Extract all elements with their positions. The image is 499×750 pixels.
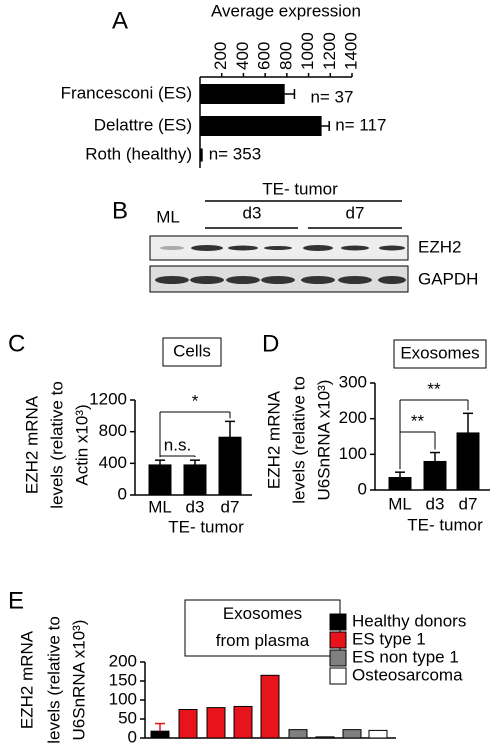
panel-label: A [112,7,128,34]
y-tick-label: 0 [358,479,367,498]
y-axis-label: Actin x10³) [72,404,91,485]
legend-label: ES non type 1 [352,647,459,666]
y-tick-label: 50 [118,708,137,727]
bar [423,460,447,491]
chart-title: Exosomes [223,604,302,623]
chart-title: Exosomes [400,343,479,362]
bar [183,464,207,496]
category-label: Roth (healthy) [85,144,192,163]
annotation: n= 117 [335,115,386,134]
y-axis-label: levels (relative to [44,616,63,744]
blot: B TE- tumor ML d3 d7 EZH2 GAPDH [112,179,478,293]
y-tick-label: 1200 [89,389,127,408]
y-tick-label: 400 [99,453,127,472]
bar [260,674,280,739]
y-tick-label: 100 [339,444,367,463]
bar [342,729,362,739]
bands [155,245,406,284]
protein-label: GAPDH [418,269,478,288]
bar [315,736,335,739]
panel-label: D [262,330,279,357]
category-label: Francesconi (ES) [61,83,192,102]
bar [150,730,170,739]
x-tick-label: 400 [233,42,252,70]
x-tick-label: 1400 [341,32,360,70]
x-tick-label: d3 [186,497,205,516]
bar [288,729,308,739]
legend-swatch [329,613,347,631]
x-axis-label: TE- tumor [407,515,483,534]
y-tick-label: 0 [128,727,137,746]
bar [178,709,198,739]
legend-label: Osteosarcoma [352,665,463,684]
lane-label: ML [156,207,180,226]
y-axis-label: levels (relative to [47,381,66,509]
x-tick-label: d7 [221,497,240,516]
y-axis-label: EZH2 mRNA [264,390,283,489]
x-tick-label: d3 [426,494,445,513]
chart-title: Cells [173,341,211,360]
y-axis-label: EZH2 mRNA [22,395,41,494]
bar [368,729,388,739]
x-tick-label: 600 [255,42,274,70]
category-label: Delattre (ES) [94,115,192,134]
chart-title: Average expression [211,1,361,20]
bar [233,705,253,739]
protein-label: EZH2 [418,237,461,256]
group-label: TE- tumor [262,179,338,198]
y-axis-label: EZH2 mRNA [17,630,36,729]
annotation: n= 37 [310,87,353,106]
y-tick-label: 150 [109,670,137,689]
y-tick-label: 200 [339,408,367,427]
y-tick-label: 300 [339,372,367,391]
legend-label: ES type 1 [352,629,426,648]
title-box [393,339,487,369]
chart-title: from plasma [216,631,310,650]
y-axis-label: U6SnRNA x10³) [314,380,333,501]
y-tick-label: 200 [109,651,137,670]
y-axis-label: U6SnRNA x10³) [69,620,88,741]
significance: n.s. [164,435,191,454]
legend-swatch [329,667,347,685]
bar [200,84,285,104]
y-tick-label: 0 [118,484,127,503]
bar [456,432,480,491]
legend-label: Healthy donors [352,611,466,630]
x-tick-label: 1200 [320,32,339,70]
y-tick-label: 100 [109,689,137,708]
x-tick-label: ML [388,494,412,513]
significance: * [192,391,199,410]
significance: ** [427,379,441,398]
bar [200,148,203,162]
x-tick-label: 1000 [298,32,317,70]
significance: ** [411,411,425,430]
bar [200,116,322,136]
bar [206,707,226,739]
title-box [162,337,222,367]
bar [148,464,172,496]
y-tick-label: 800 [99,421,127,440]
bar [218,436,242,496]
panel-label: C [8,330,25,357]
annotation: n= 353 [209,144,261,163]
x-tick-label: 800 [276,42,295,70]
x-tick-label: d7 [459,494,478,513]
legend-swatch [329,631,347,649]
x-tick-label: 200 [211,42,230,70]
x-tick-label: ML [148,497,172,516]
x-axis-label: TE- tumor [168,517,244,536]
panel-label: B [112,197,128,224]
lane-label: d7 [346,203,365,222]
legend-swatch [329,649,347,667]
lane-label: d3 [243,203,262,222]
panel-label: E [8,587,24,614]
y-axis-label: levels (relative to [289,376,308,504]
bar [388,477,412,491]
